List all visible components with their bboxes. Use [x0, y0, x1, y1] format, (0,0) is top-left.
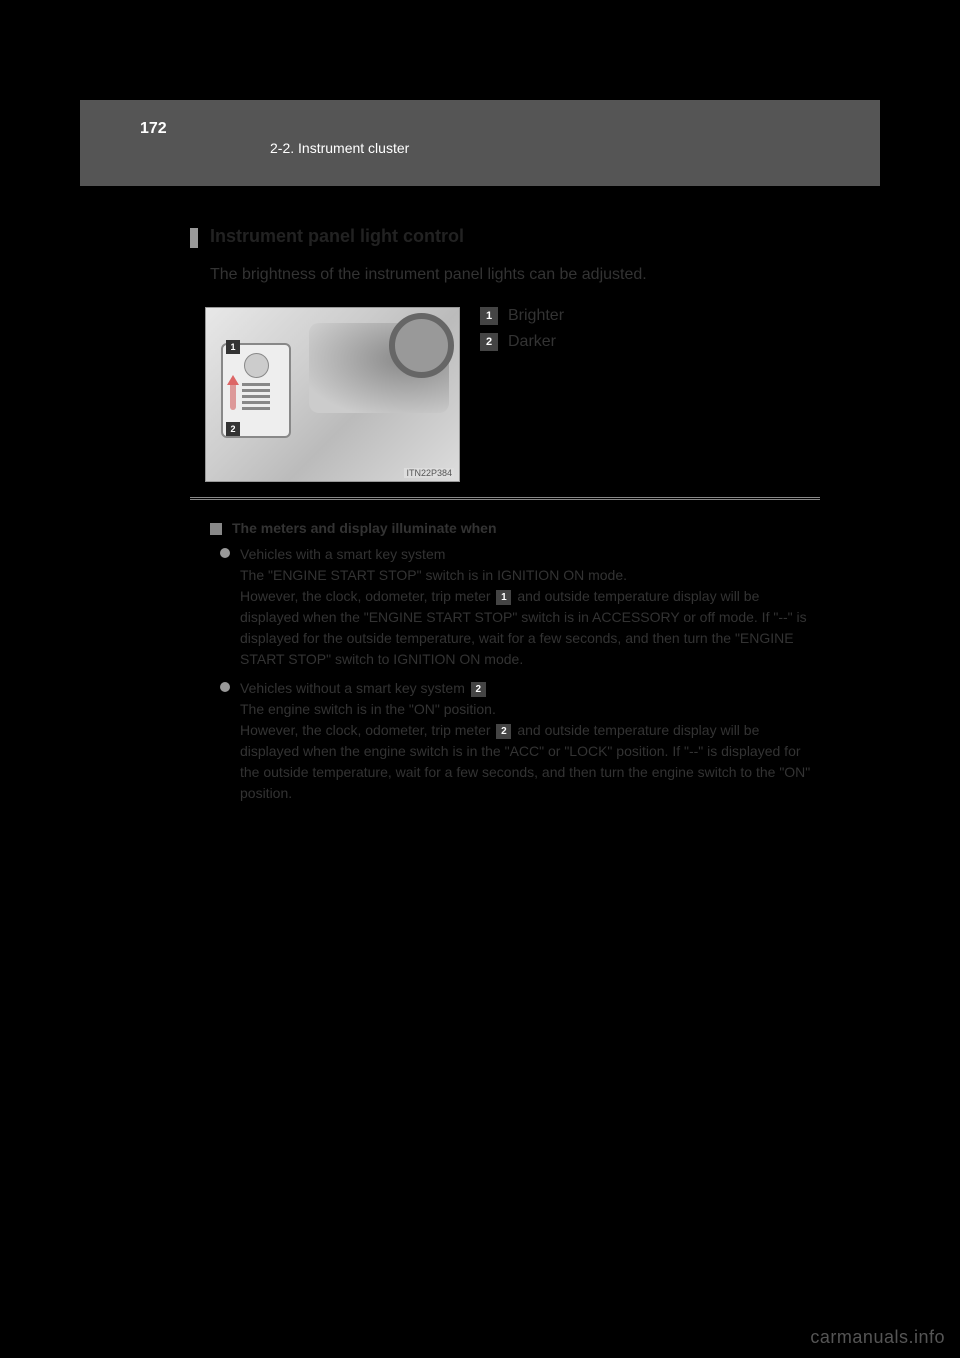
section-divider — [190, 497, 820, 500]
note-heading-row: The meters and display illuminate when — [210, 520, 820, 536]
figure-illustration: 1 2 ITN22P384 — [205, 307, 460, 482]
adjust-arrow-icon — [225, 375, 245, 420]
note1-body-b: However, the clock, odometer, trip meter — [240, 588, 494, 604]
legend-text-1: Brighter — [508, 307, 564, 325]
inline-ref-2b: 2 — [496, 724, 511, 739]
steering-wheel-icon — [389, 313, 454, 378]
inline-ref-1: 1 — [496, 590, 511, 605]
note1-lead: Vehicles with a smart key system — [240, 546, 445, 562]
note1-body-a: The "ENGINE START STOP" switch is in IGN… — [240, 567, 627, 583]
note2-lead: Vehicles without a smart key system — [240, 680, 465, 696]
figure-id: ITN22P384 — [404, 468, 454, 478]
section-label: 2-2. Instrument cluster — [80, 140, 880, 156]
callout-marker-2: 2 — [226, 422, 240, 436]
dial-callout-panel: 1 2 — [221, 343, 291, 438]
figure-legend: 1 Brighter 2 Darker — [480, 307, 820, 482]
topic-heading-row: Instrument panel light control — [190, 226, 820, 248]
legend-item-1: 1 Brighter — [480, 307, 820, 325]
callout-marker-1: 1 — [226, 340, 240, 354]
bullet-icon — [220, 548, 230, 558]
brightness-dial-icon — [244, 353, 269, 378]
notes-block: The meters and display illuminate when V… — [210, 520, 820, 804]
legend-text-2: Darker — [508, 333, 556, 351]
manual-page: 172 2-2. Instrument cluster Instrument p… — [80, 100, 880, 1300]
note-bullet-1-text: Vehicles with a smart key system The "EN… — [240, 544, 820, 670]
figure-row: 1 2 ITN22P384 1 Brighter — [205, 307, 820, 482]
legend-item-2: 2 Darker — [480, 333, 820, 351]
inline-ref-2: 2 — [471, 682, 486, 697]
note-heading: The meters and display illuminate when — [232, 520, 497, 536]
header-bar: 172 2-2. Instrument cluster — [80, 100, 880, 186]
legend-num-2: 2 — [480, 333, 498, 351]
note2-body-b: However, the clock, odometer, trip meter — [240, 722, 494, 738]
note-marker-icon — [210, 523, 222, 535]
note-bullet-1: Vehicles with a smart key system The "EN… — [210, 544, 820, 670]
legend-num-1: 1 — [480, 307, 498, 325]
note-bullet-2: Vehicles without a smart key system 2 Th… — [210, 678, 820, 804]
page-number: 172 — [140, 120, 167, 138]
page-content: Instrument panel light control The brigh… — [80, 186, 880, 804]
topic-title: Instrument panel light control — [210, 226, 464, 247]
heading-marker-icon — [190, 228, 198, 248]
note-bullet-2-text: Vehicles without a smart key system 2 Th… — [240, 678, 820, 804]
note2-body-a: The engine switch is in the "ON" positio… — [240, 701, 496, 717]
bullet-icon — [220, 682, 230, 692]
watermark: carmanuals.info — [810, 1327, 945, 1348]
topic-intro: The brightness of the instrument panel l… — [210, 263, 820, 287]
